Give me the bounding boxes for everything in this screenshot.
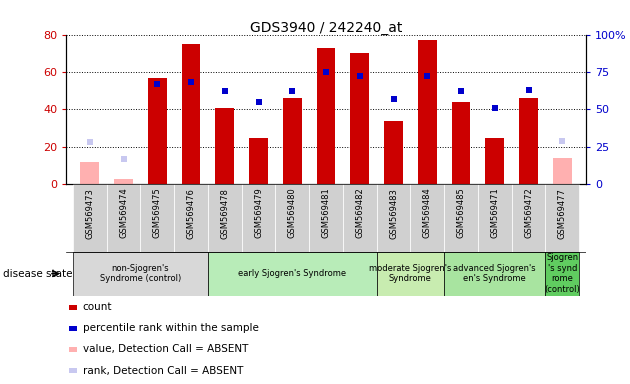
Text: GDS3940 / 242240_at: GDS3940 / 242240_at	[250, 21, 402, 35]
Bar	[174, 184, 208, 252]
Bar	[106, 184, 140, 252]
Text: GSM569478: GSM569478	[220, 188, 229, 238]
Text: value, Detection Call = ABSENT: value, Detection Call = ABSENT	[83, 344, 248, 354]
Text: GSM569473: GSM569473	[85, 188, 94, 238]
Text: GSM569485: GSM569485	[457, 188, 466, 238]
Bar	[275, 184, 309, 252]
Bar	[309, 184, 343, 252]
Bar	[249, 137, 268, 184]
Bar	[208, 184, 242, 252]
Text: advanced Sjogren's
en's Syndrome: advanced Sjogren's en's Syndrome	[454, 264, 536, 283]
Bar	[384, 121, 403, 184]
Bar	[553, 158, 571, 184]
Bar	[377, 184, 410, 252]
Bar	[444, 252, 546, 296]
Text: GSM569480: GSM569480	[288, 188, 297, 238]
Bar	[343, 184, 377, 252]
Text: GSM569472: GSM569472	[524, 188, 533, 238]
Bar	[444, 184, 478, 252]
Text: Sjogren
's synd
rome
(control): Sjogren 's synd rome (control)	[544, 253, 580, 294]
Text: non-Sjogren's
Syndrome (control): non-Sjogren's Syndrome (control)	[100, 264, 181, 283]
Bar	[452, 102, 471, 184]
Text: rank, Detection Call = ABSENT: rank, Detection Call = ABSENT	[83, 366, 243, 376]
Bar	[242, 184, 275, 252]
Bar	[208, 252, 377, 296]
Bar	[73, 184, 106, 252]
Bar	[350, 53, 369, 184]
Text: disease state: disease state	[3, 268, 72, 279]
Text: GSM569481: GSM569481	[321, 188, 331, 238]
Bar	[486, 137, 504, 184]
Text: percentile rank within the sample: percentile rank within the sample	[83, 323, 258, 333]
Text: GSM569479: GSM569479	[254, 188, 263, 238]
Text: GSM569476: GSM569476	[186, 188, 195, 238]
Text: GSM569483: GSM569483	[389, 188, 398, 238]
Bar	[148, 78, 166, 184]
Bar	[377, 252, 444, 296]
Text: moderate Sjogren's
Syndrome: moderate Sjogren's Syndrome	[369, 264, 452, 283]
Bar	[140, 184, 174, 252]
Text: GSM569482: GSM569482	[355, 188, 364, 238]
Text: count: count	[83, 302, 112, 312]
Bar	[478, 184, 512, 252]
Bar	[519, 98, 538, 184]
Bar	[546, 252, 579, 296]
Bar	[215, 108, 234, 184]
Bar	[73, 252, 208, 296]
Text: early Sjogren's Syndrome: early Sjogren's Syndrome	[238, 269, 347, 278]
Text: GSM569475: GSM569475	[153, 188, 162, 238]
Bar	[546, 184, 579, 252]
Bar	[81, 162, 99, 184]
Bar	[512, 184, 546, 252]
Text: GSM569474: GSM569474	[119, 188, 128, 238]
Bar	[317, 48, 335, 184]
Text: GSM569484: GSM569484	[423, 188, 432, 238]
Bar	[418, 40, 437, 184]
Bar	[181, 44, 200, 184]
Text: GSM569471: GSM569471	[490, 188, 500, 238]
Bar	[114, 179, 133, 184]
Bar	[410, 184, 444, 252]
Bar	[283, 98, 302, 184]
Text: GSM569477: GSM569477	[558, 188, 567, 238]
